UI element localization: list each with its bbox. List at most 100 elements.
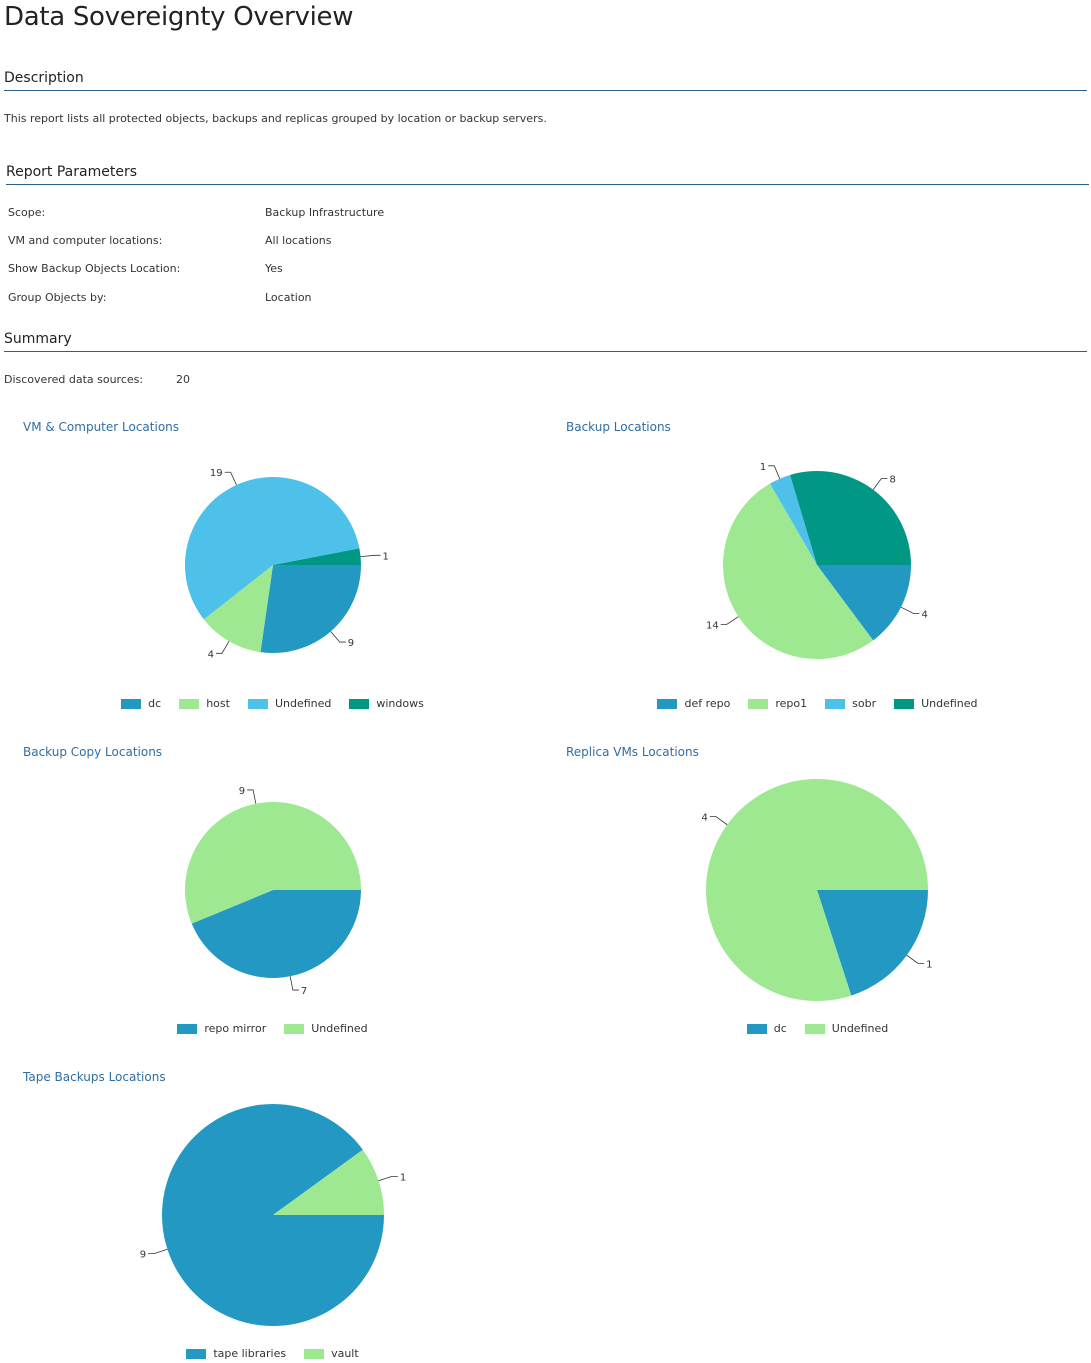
data-label-def-repo: 4 xyxy=(922,609,928,620)
param-value-vm-locations: All locations xyxy=(265,234,332,247)
data-label-undefined: 9 xyxy=(239,786,245,797)
pie-slice-dc[interactable] xyxy=(260,565,362,653)
summary-divider xyxy=(4,351,1087,352)
pie-slice-dc[interactable] xyxy=(817,890,928,996)
leader-line-tape-libraries xyxy=(148,1248,168,1255)
leader-line-repo-mirror xyxy=(289,976,299,991)
legend-item-vault[interactable]: vault xyxy=(304,1347,359,1360)
param-value-scope: Backup Infrastructure xyxy=(265,206,385,219)
backup-copy-locations-pie: 79 xyxy=(185,786,361,997)
data-label-dc: 9 xyxy=(348,638,354,649)
data-label-sobr: 1 xyxy=(760,462,766,473)
param-label-vm-locations: VM and computer locations: xyxy=(8,234,163,247)
legend-label: sobr xyxy=(852,697,877,710)
description-text: This report lists all protected objects,… xyxy=(4,112,547,125)
legend-swatch xyxy=(746,1023,767,1034)
legend-item-undefined[interactable]: Undefined xyxy=(804,1022,889,1035)
leader-line-undefined xyxy=(872,477,888,490)
pie-slice-windows[interactable] xyxy=(273,548,361,565)
legend-swatch xyxy=(657,698,678,709)
leader-line-vault xyxy=(378,1175,398,1182)
data-label-tape-libraries: 9 xyxy=(140,1250,146,1261)
leader-line-sobr xyxy=(768,465,781,479)
summary-heading: Summary xyxy=(4,331,72,347)
leader-line-dc xyxy=(330,631,346,643)
legend-label: def repo xyxy=(684,697,731,710)
legend-label: windows xyxy=(376,697,424,710)
chart-title-backup-locations: Backup Locations xyxy=(566,420,671,434)
legend-swatch xyxy=(349,698,370,709)
leader-line-repo1 xyxy=(720,616,739,625)
legend-swatch xyxy=(121,698,142,709)
legend-swatch xyxy=(284,1023,305,1034)
param-value-show-backup-location: Yes xyxy=(265,262,283,275)
data-label-dc: 1 xyxy=(926,959,932,970)
pie-slice-undefined[interactable] xyxy=(706,779,928,1001)
legend-label: Undefined xyxy=(921,697,978,710)
pie-slice-repo1[interactable] xyxy=(722,483,874,660)
legend-item-repo1[interactable]: repo1 xyxy=(748,697,807,710)
legend-swatch xyxy=(304,1348,325,1359)
chart-title-vm-computer-locations: VM & Computer Locations xyxy=(23,420,180,434)
legend-item-tape-libraries[interactable]: tape libraries xyxy=(186,1347,286,1360)
data-label-undefined: 8 xyxy=(889,474,895,485)
page-title: Data Sovereignty Overview xyxy=(4,2,354,32)
replica-vms-locations-pie: 14 xyxy=(701,779,933,1001)
legend-label: Undefined xyxy=(831,1022,889,1035)
param-label-show-backup-location: Show Backup Objects Location: xyxy=(8,262,181,275)
legend-swatch xyxy=(186,1348,207,1359)
legend-swatch xyxy=(179,698,200,709)
vm-computer-locations-pie: 9 4 19 1 xyxy=(185,468,389,660)
parameters-heading: Report Parameters xyxy=(6,164,137,180)
legend-item-undefined[interactable]: Undefined xyxy=(894,697,978,710)
leader-line-dc xyxy=(906,954,925,964)
legend-item-repo-mirror[interactable]: repo mirror xyxy=(177,1022,266,1035)
leader-line-host xyxy=(216,641,230,654)
legend-item-def-repo[interactable]: def repo xyxy=(657,697,730,710)
description-heading: Description xyxy=(4,70,84,86)
legend-item-dc[interactable]: dc xyxy=(746,1022,787,1035)
data-label-repo-mirror: 7 xyxy=(301,986,307,997)
legend-label: Undefined xyxy=(311,1022,368,1035)
legend-swatch xyxy=(247,698,268,709)
leader-line-def-repo xyxy=(900,606,920,614)
legend-label: Undefined xyxy=(274,697,332,710)
legend-item-dc[interactable]: dc xyxy=(121,697,161,710)
tape-backups-locations-pie: 91 xyxy=(140,1104,406,1326)
data-label-undefined: 19 xyxy=(210,468,223,479)
legend-swatch xyxy=(177,1023,198,1034)
legend-item-undefined[interactable]: Undefined xyxy=(247,697,332,710)
replica-vms-locations-legend: dc Undefined xyxy=(545,1022,1090,1035)
chart-title-replica-vms-locations: Replica VMs Locations xyxy=(566,745,699,759)
data-label-host: 4 xyxy=(208,649,214,660)
pie-slice-def-repo[interactable] xyxy=(817,565,911,641)
legend-item-host[interactable]: host xyxy=(179,697,230,710)
data-label-repo1: 14 xyxy=(706,620,719,631)
pie-slice-host[interactable] xyxy=(203,565,273,653)
pie-slice-repo-mirror[interactable] xyxy=(191,890,361,978)
pie-slice-undefined[interactable] xyxy=(185,477,360,620)
backup-locations-legend: def repo repo1 sobr Undefined xyxy=(545,697,1090,710)
backup-copy-locations-legend: repo mirror Undefined xyxy=(0,1022,545,1035)
chart-title-tape-backups-locations: Tape Backups Locations xyxy=(23,1070,166,1084)
legend-swatch xyxy=(748,698,769,709)
summary-label: Discovered data sources: xyxy=(4,373,144,386)
data-label-vault: 1 xyxy=(400,1172,406,1183)
pie-slice-undefined[interactable] xyxy=(790,471,911,565)
pie-slice-undefined[interactable] xyxy=(185,802,361,924)
legend-label: repo mirror xyxy=(204,1022,267,1035)
tape-backups-locations-legend: tape libraries vault xyxy=(0,1347,545,1360)
pie-slice-sobr[interactable] xyxy=(770,474,817,565)
pie-slice-vault[interactable] xyxy=(273,1149,384,1215)
legend-label: host xyxy=(206,697,230,710)
legend-item-sobr[interactable]: sobr xyxy=(825,697,876,710)
legend-item-windows[interactable]: windows xyxy=(349,697,424,710)
param-label-scope: Scope: xyxy=(8,206,46,219)
param-value-group-by: Location xyxy=(265,291,312,304)
leader-line-undefined xyxy=(224,471,237,486)
legend-label: vault xyxy=(331,1347,359,1360)
legend-item-undefined[interactable]: Undefined xyxy=(284,1022,368,1035)
leader-line-undefined xyxy=(247,789,257,804)
data-label-undefined: 4 xyxy=(701,813,707,824)
legend-swatch xyxy=(825,698,846,709)
